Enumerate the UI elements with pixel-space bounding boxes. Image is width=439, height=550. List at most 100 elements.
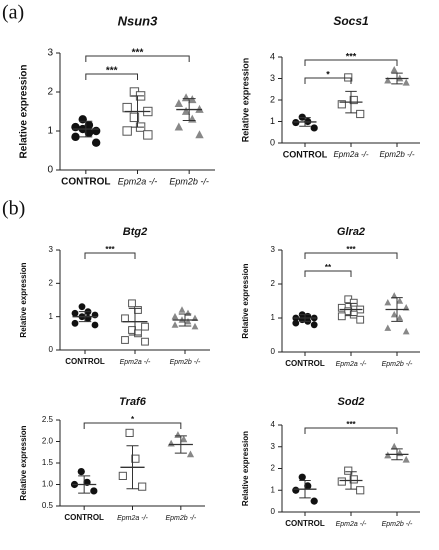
panel: Socs1 Relative expression 0 1 2 3 4 CONTROL Epm2… [240, 14, 420, 159]
data-point [298, 473, 306, 481]
data-point [349, 475, 358, 484]
x-tick-label: Epm2a -/- [117, 515, 148, 522]
y-tick-label: 3 [271, 442, 276, 451]
data-point [71, 319, 79, 327]
y-tick-label: 2 [271, 279, 276, 288]
error-bar [79, 120, 93, 138]
error-bar [299, 479, 311, 499]
data-point [349, 310, 358, 319]
significance-label: *** [105, 245, 115, 254]
x-tick-label: CONTROL [61, 177, 110, 188]
error-bar [126, 445, 139, 490]
y-tick-label: 1.0 [42, 480, 54, 489]
data-point [84, 128, 94, 138]
error-bar [391, 72, 403, 85]
error-bar [391, 448, 403, 461]
y-tick-label: 2 [47, 87, 53, 98]
panel: Btg2 Relative expression 0 1 2 3 CONTROL Epm2a … [19, 226, 210, 366]
panel: Sod2 Relative expression 0 1 2 3 4 CONTROL Epm2a… [241, 396, 420, 528]
data-point [134, 306, 142, 314]
x-tick-label: CONTROL [64, 513, 104, 522]
data-point [174, 122, 184, 131]
data-point [310, 321, 318, 329]
x-tick-label: CONTROL [285, 519, 325, 528]
data-point [122, 126, 132, 136]
chart-title: Sod2 [338, 396, 365, 408]
chart-title: Btg2 [123, 226, 147, 238]
data-point [178, 306, 186, 313]
x-tick-label: CONTROL [283, 149, 328, 159]
y-tick-label: 2.0 [42, 437, 54, 446]
x-tick-label: Epm2b -/- [169, 176, 209, 186]
error-bar [345, 90, 357, 114]
data-point [121, 314, 129, 323]
data-point [344, 466, 353, 475]
error-bar [299, 314, 311, 322]
y-tick-label: 0 [270, 137, 275, 147]
data-point [344, 73, 353, 82]
data-point [91, 321, 99, 329]
data-point [384, 324, 392, 331]
x-tick-label: Epm2a -/- [336, 361, 367, 368]
panel: Nsun3 Relative expression 0 1 2 3 CONTROL Epm2a… [19, 13, 215, 188]
y-tick-label: 1 [271, 313, 276, 322]
error-bar [78, 311, 92, 323]
data-point [121, 336, 129, 344]
data-point [184, 317, 192, 325]
significance-label: *** [346, 420, 356, 429]
data-point [180, 435, 188, 443]
error-bar [345, 471, 357, 490]
significance-bracket [304, 59, 398, 66]
data-point [310, 497, 318, 505]
x-tick-label: CONTROL [65, 357, 105, 366]
data-point [71, 132, 80, 142]
error-bar [391, 297, 403, 322]
y-tick-label: 2 [270, 94, 275, 104]
x-tick-label: Epm2b -/- [165, 515, 196, 522]
y-tick-label: 0 [271, 347, 276, 356]
x-tick-label: Epm2b -/- [382, 361, 413, 368]
significance-bracket [85, 73, 138, 80]
data-point [174, 99, 184, 108]
significance-bracket [83, 422, 182, 429]
data-point [402, 455, 410, 463]
x-tick-label: Epm2b -/- [382, 521, 413, 528]
data-point [356, 315, 365, 324]
error-bar [345, 302, 357, 317]
data-point [141, 337, 149, 346]
y-axis-label: Relative expression [19, 65, 30, 159]
data-point [396, 297, 404, 304]
y-tick-label: 2 [271, 464, 276, 473]
y-tick-label: 2.5 [42, 415, 54, 424]
data-point [384, 76, 392, 84]
y-tick-label: 3 [270, 73, 275, 83]
data-point [118, 471, 127, 480]
y-tick-label: 2 [49, 278, 54, 287]
significance-bracket [304, 77, 352, 84]
significance-label: *** [346, 245, 356, 254]
significance-label: * [326, 69, 330, 79]
x-tick-label: Epm2a -/- [336, 521, 367, 528]
data-point [402, 78, 410, 86]
y-tick-label: 3 [47, 48, 53, 59]
x-tick-label: Epm2a -/- [118, 176, 158, 186]
y-axis-label: Relative expression [241, 431, 250, 506]
y-tick-label: 1 [47, 126, 53, 137]
error-bar [78, 475, 91, 494]
significance-label: *** [106, 66, 118, 77]
data-point [349, 95, 358, 105]
y-tick-label: 1 [270, 116, 275, 126]
significance-bracket [84, 252, 136, 259]
y-tick-label: 3 [49, 245, 54, 254]
data-point [134, 329, 142, 338]
data-point [171, 321, 179, 328]
data-point [129, 112, 140, 123]
data-point [122, 102, 132, 113]
error-bar [174, 435, 187, 454]
data-point [138, 482, 147, 491]
significance-bracket [304, 427, 398, 434]
y-axis-label: Relative expression [241, 263, 250, 338]
y-tick-label: 0 [47, 165, 53, 176]
data-point [181, 93, 191, 102]
